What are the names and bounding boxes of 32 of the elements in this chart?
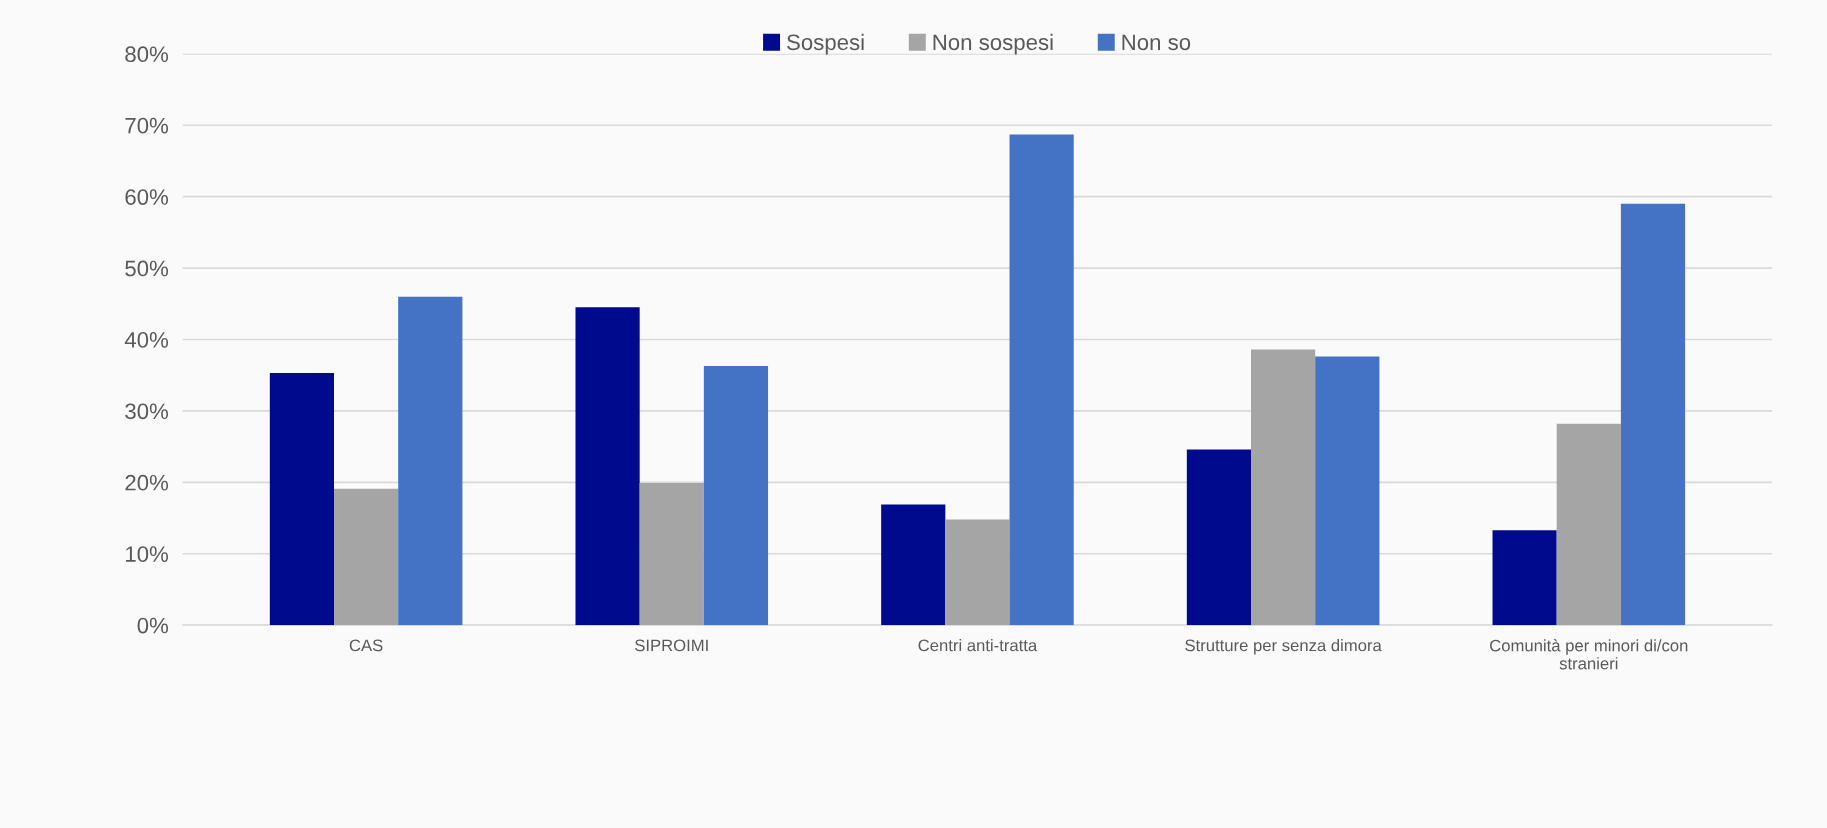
bar: [398, 296, 463, 626]
bar: [945, 519, 1010, 626]
bar: [1251, 349, 1316, 626]
bar: [575, 307, 640, 626]
bar: [1492, 530, 1557, 626]
bar: [269, 373, 335, 626]
legend-label: Non so: [1122, 34, 1191, 51]
y-tick-label: 10%: [126, 546, 169, 562]
y-tick-label: 30%: [125, 403, 169, 420]
bar: [1186, 449, 1252, 626]
y-tick-label: 60%: [125, 189, 169, 205]
y-tick-label: 80%: [125, 46, 169, 63]
x-tick-label: Strutture per senza dimora: [1185, 639, 1382, 655]
bar: [334, 488, 399, 626]
legend-label: Sospesi: [787, 33, 864, 55]
x-tick-label: Comunità per minori di/con stranieri: [1490, 639, 1688, 670]
bar: [1556, 423, 1621, 626]
x-tick-label: SIPROIMI: [635, 639, 708, 652]
y-tick-label: 40%: [124, 332, 169, 348]
y-tick-label: 20%: [125, 474, 169, 491]
bar: [639, 483, 704, 626]
legend-label: Non sospesi: [933, 33, 1053, 55]
y-tick-label: 0%: [137, 617, 169, 634]
y-tick-label: 50%: [125, 260, 169, 277]
bar: [1315, 356, 1380, 626]
bar: [881, 504, 946, 626]
bar: [703, 365, 769, 626]
bar: [1009, 134, 1074, 626]
x-tick-label: CAS: [349, 639, 383, 652]
bar: [1620, 203, 1686, 626]
x-tick-label: Centri anti-tratta: [918, 639, 1038, 652]
y-tick-label: 70%: [125, 117, 169, 134]
